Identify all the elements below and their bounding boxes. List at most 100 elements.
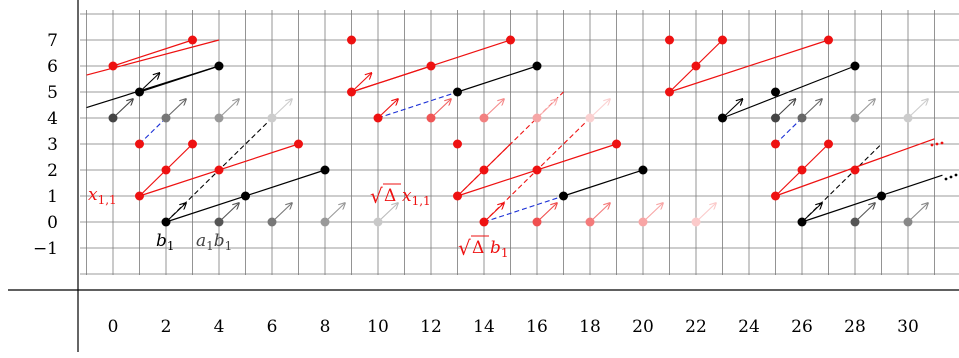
arrow: [483, 203, 504, 223]
lattice-point: [877, 191, 886, 201]
lattice-point: [691, 217, 701, 227]
ellipsis-dot-red: [940, 141, 944, 145]
lattice-point: [585, 113, 595, 123]
ellipsis-dot-red: [935, 142, 939, 146]
arrow: [854, 203, 875, 223]
label-a1b1: a1b1: [196, 231, 232, 253]
x-tick-label: 24: [738, 317, 760, 337]
lattice-point: [771, 87, 780, 97]
lattice-point: [320, 217, 330, 227]
dashed-segment: [139, 117, 167, 145]
x-tick-label: 10: [367, 317, 389, 337]
segment: [139, 65, 220, 93]
arrow: [589, 203, 610, 223]
x-tick-label: 14: [473, 317, 495, 337]
lattice-point: [850, 113, 860, 123]
label-sqrt-delta-x11: √ Δ x1,1: [370, 183, 431, 208]
lattice-point: [771, 113, 780, 123]
segment: [483, 143, 511, 171]
segment: [112, 39, 193, 67]
lattice-point: [903, 217, 913, 227]
lattice-point: [214, 165, 224, 175]
lattice-point: [161, 113, 171, 123]
x-tick-label: 6: [267, 317, 278, 337]
lattice-point: [771, 139, 780, 149]
ellipsis-dot-red: [930, 143, 934, 147]
arrow: [271, 203, 292, 223]
segment: [139, 169, 167, 197]
segment: [722, 65, 856, 119]
y-tick-label: −1: [33, 239, 58, 259]
lattice-point: [294, 139, 303, 149]
lattice-point: [214, 61, 224, 71]
lattice-point: [797, 165, 807, 175]
x-tick-label: 8: [320, 317, 331, 337]
lattice-points: [108, 35, 913, 227]
lattice-point: [188, 139, 197, 149]
y-tick-label: 2: [47, 161, 58, 181]
ellipsis-dot-black: [944, 177, 948, 181]
lattice-point: [665, 87, 674, 97]
lattice-point: [585, 217, 595, 227]
lattice-point: [797, 113, 807, 123]
lattice-point: [638, 165, 648, 175]
lattice-point: [453, 87, 462, 97]
lattice-point: [850, 165, 860, 175]
lattice-point: [188, 35, 197, 45]
lattice-point: [347, 35, 356, 45]
arrow: [165, 203, 186, 223]
label-x11-scaled: x1,1: [402, 186, 431, 208]
lattice-point: [479, 217, 489, 227]
arrow: [112, 99, 133, 119]
continuation-marks: [930, 141, 958, 181]
lattice-point: [108, 61, 118, 71]
x-tick-label: 20: [632, 317, 654, 337]
arrow: [271, 99, 292, 119]
arrow: [377, 99, 398, 119]
lattice-point: [797, 217, 807, 227]
delta-symbol: Δ: [472, 238, 484, 258]
x-tick-label: 30: [897, 317, 919, 337]
lattice-point: [426, 61, 436, 71]
lattice-point: [691, 61, 701, 71]
x-tick-labels: 0 2 4 6 8 10 12 14 16 18 20 22 24 26 28 30: [108, 317, 919, 337]
segment: [669, 65, 697, 93]
lattice-point: [479, 113, 489, 123]
arrow: [907, 203, 928, 223]
dashed-segment: [483, 195, 564, 223]
arrow: [801, 203, 822, 223]
arrow: [775, 99, 796, 119]
x-tick-label: 18: [579, 317, 601, 337]
arrow: [907, 99, 928, 119]
lattice-point: [214, 217, 224, 227]
label-b1: b1: [156, 231, 175, 253]
lattice-point: [903, 113, 913, 123]
arrow: [351, 73, 372, 93]
lattice-point: [718, 35, 727, 45]
arrow: [536, 99, 557, 119]
lattice-point: [479, 165, 489, 175]
arrow: [218, 203, 239, 223]
lattice-point: [135, 87, 144, 97]
x-tick-label: 28: [844, 317, 866, 337]
arrow: [139, 73, 160, 93]
lattice-point: [532, 165, 542, 175]
ellipsis-dot-black: [949, 175, 953, 179]
x-tick-label: 4: [214, 317, 225, 337]
segment: [801, 174, 943, 223]
segment: [351, 65, 432, 93]
label-b1-scaled: b1: [490, 238, 509, 260]
lattice-point: [665, 35, 674, 45]
arrow-vectors: [112, 73, 928, 223]
x-tick-label: 16: [526, 317, 548, 337]
arrow: [589, 99, 610, 119]
lattice-point: [506, 35, 515, 45]
arrow: [165, 99, 186, 119]
arrow: [642, 203, 663, 223]
solid-segments: [86, 39, 943, 223]
y-tick-label: 0: [47, 213, 58, 233]
grid: [80, 10, 959, 275]
segment: [695, 39, 723, 67]
arrow: [854, 99, 875, 119]
lattice-point: [771, 191, 780, 201]
